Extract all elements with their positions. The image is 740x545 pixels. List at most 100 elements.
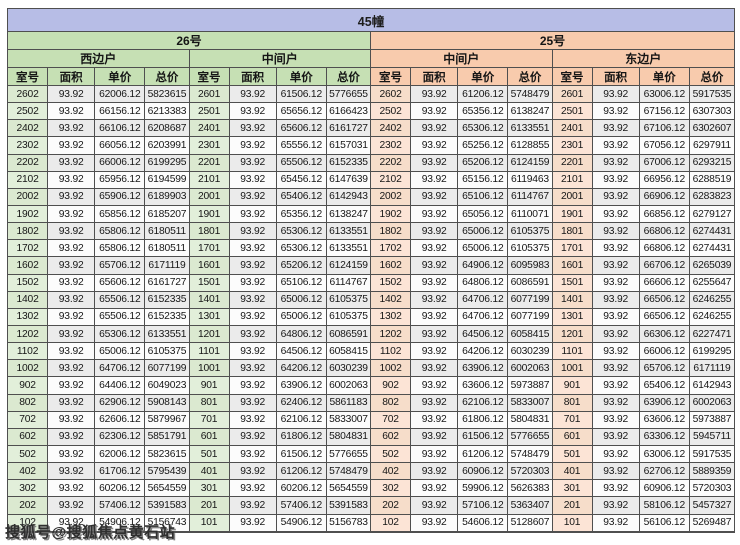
table-row: 202 93.92 57406.12 5391583 201 93.92 57406.12 5…: [8, 497, 734, 515]
area-cell: 93.92: [411, 325, 459, 344]
unit-price-cell: 61506.12: [276, 86, 327, 104]
table-row: 2302 93.92 66056.12 6203991 2301 93.92 65556.1…: [8, 137, 734, 155]
unit-price-cell: 65906.12: [95, 188, 146, 206]
unit-price-cell: 65856.12: [95, 205, 146, 224]
unit-price-cell: 65006.12: [276, 308, 327, 326]
table-row: 2602 93.92 62006.12 5823615 2601 93.92 61506.1…: [8, 86, 734, 104]
area-cell: 93.92: [229, 514, 277, 532]
total-price-cell: 6199295: [689, 343, 734, 361]
total-price-cell: 6161727: [145, 274, 190, 292]
room-cell: 2102: [371, 171, 412, 189]
area-cell: 93.92: [592, 223, 640, 241]
room-cell: 2002: [371, 188, 412, 206]
total-price-cell: 6133551: [508, 120, 553, 138]
room-cell: 801: [552, 394, 593, 412]
area-cell: 93.92: [411, 274, 459, 292]
room-cell: 502: [371, 445, 412, 464]
unit-price-cell: 61806.12: [458, 411, 509, 429]
total-price-cell: 6194599: [145, 171, 190, 189]
total-price-cell: 5748479: [326, 463, 371, 481]
room-cell: 2402: [371, 120, 412, 138]
total-price-cell: 6189903: [145, 188, 190, 206]
total-price-cell: 5720303: [689, 480, 734, 498]
area-cell: 93.92: [48, 514, 96, 532]
room-cell: 1802: [371, 223, 412, 241]
unit-price-cell: 62706.12: [639, 463, 690, 481]
area-cell: 93.92: [411, 240, 459, 258]
room-cell: 2002: [8, 188, 49, 206]
room-cell: 101: [189, 514, 230, 532]
table-row: 302 93.92 60206.12 5654559 301 93.92 60206.12 5…: [8, 480, 734, 498]
total-price-cell: 6203991: [145, 137, 190, 155]
unit-price-cell: 66706.12: [639, 257, 690, 275]
unit-price-cell: 64206.12: [458, 343, 509, 361]
area-cell: 93.92: [592, 428, 640, 446]
room-cell: 902: [371, 377, 412, 395]
area-cell: 93.92: [592, 137, 640, 155]
unit-price-cell: 66956.12: [639, 171, 690, 189]
table-row: 2402 93.92 66106.12 6208687 2401 93.92 65606.1…: [8, 120, 734, 138]
total-price-cell: 6030239: [326, 360, 371, 378]
total-price-cell: 5391583: [326, 497, 371, 515]
area-cell: 93.92: [48, 291, 96, 309]
room-cell: 1602: [8, 257, 49, 275]
unit-price-cell: 66806.12: [639, 240, 690, 258]
column-header: 单价: [95, 68, 146, 86]
unit-price-cell: 65106.12: [458, 188, 509, 206]
area-cell: 93.92: [592, 171, 640, 189]
area-cell: 93.92: [592, 120, 640, 138]
area-cell: 93.92: [411, 205, 459, 224]
unit-price-cell: 64206.12: [276, 360, 327, 378]
total-price-cell: 5391583: [145, 497, 190, 515]
total-price-cell: 5626383: [508, 480, 553, 498]
room-cell: 1201: [189, 325, 230, 344]
total-price-cell: 6171119: [689, 360, 734, 378]
room-cell: 2301: [189, 137, 230, 155]
total-price-cell: 6077199: [508, 308, 553, 326]
area-cell: 93.92: [229, 240, 277, 258]
area-cell: 93.92: [229, 325, 277, 344]
room-cell: 1902: [8, 205, 49, 224]
total-price-cell: 5917535: [689, 86, 734, 104]
unit-price-cell: 63006.12: [639, 86, 690, 104]
room-cell: 2502: [371, 103, 412, 121]
room-cell: 1501: [189, 274, 230, 292]
unit-price-cell: 65256.12: [458, 137, 509, 155]
unit-price-cell: 65006.12: [458, 223, 509, 241]
room-cell: 102: [8, 514, 49, 532]
total-price-cell: 6157031: [326, 137, 371, 155]
total-price-cell: 5795439: [145, 463, 190, 481]
room-cell: 501: [189, 445, 230, 464]
room-cell: 401: [189, 463, 230, 481]
total-price-cell: 5654559: [326, 480, 371, 498]
unit-price-cell: 67006.12: [639, 154, 690, 172]
column-header: 总价: [145, 68, 190, 86]
total-price-cell: 5156743: [145, 514, 190, 532]
room-cell: 501: [552, 445, 593, 464]
room-cell: 702: [8, 411, 49, 429]
room-cell: 1701: [552, 240, 593, 258]
total-price-cell: 6119463: [508, 171, 553, 189]
table-row: 1402 93.92 65506.12 6152335 1401 93.92 65006.1…: [8, 291, 734, 309]
total-price-cell: 5457327: [689, 497, 734, 515]
area-cell: 93.92: [592, 205, 640, 224]
table-row: 1702 93.92 65806.12 6180511 1701 93.92 65306.1…: [8, 240, 734, 258]
area-cell: 93.92: [229, 308, 277, 326]
total-price-cell: 5889359: [689, 463, 734, 481]
total-price-cell: 6152335: [145, 308, 190, 326]
unit-price-cell: 63906.12: [276, 377, 327, 395]
room-cell: 1702: [8, 240, 49, 258]
unit-price-cell: 65306.12: [458, 120, 509, 138]
total-price-cell: 5776655: [508, 428, 553, 446]
unit-price-cell: 66906.12: [639, 188, 690, 206]
building-title: 45幢: [8, 9, 734, 32]
unit-price-cell: 65306.12: [276, 240, 327, 258]
table-row: 102 93.92 54906.12 5156743 101 93.92 54906.12 5…: [8, 514, 734, 532]
area-cell: 93.92: [48, 274, 96, 292]
unit-price-cell: 65706.12: [95, 257, 146, 275]
room-cell: 301: [552, 480, 593, 498]
total-price-cell: 6114767: [326, 274, 371, 292]
total-price-cell: 6288519: [689, 171, 734, 189]
area-cell: 93.92: [229, 377, 277, 395]
unit-price-cell: 64706.12: [458, 291, 509, 309]
